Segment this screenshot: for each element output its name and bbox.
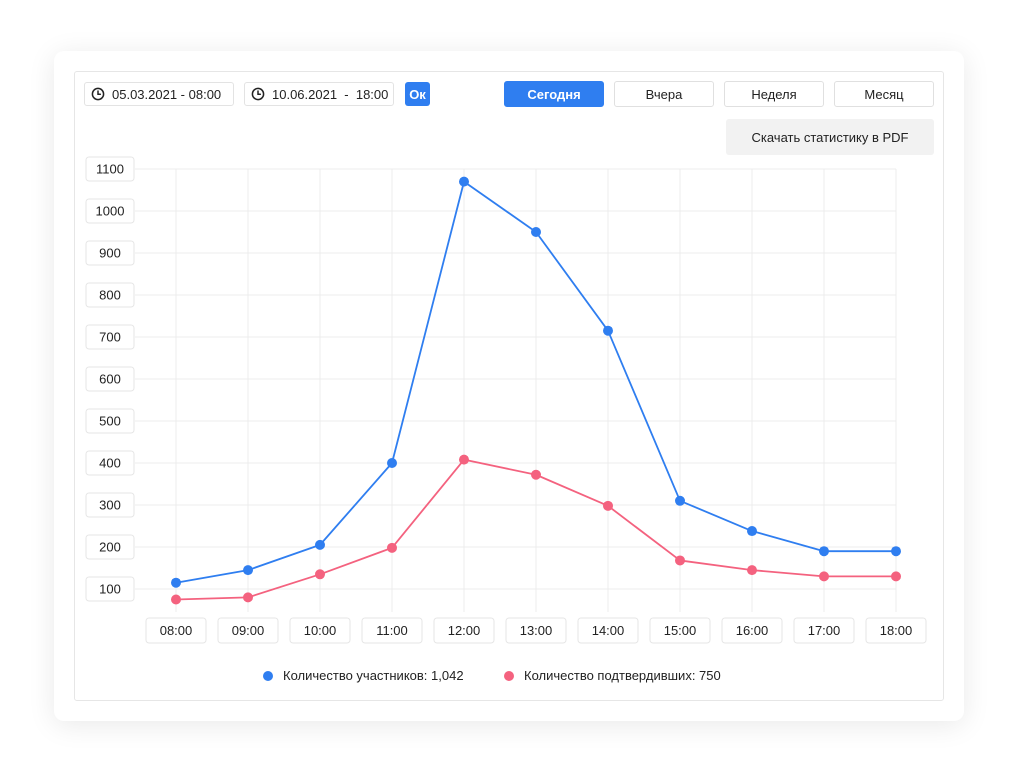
date-from-field[interactable]: 05.03.2021 - 08:00: [84, 82, 234, 106]
y-tick-label: 800: [99, 288, 121, 303]
data-point-participants: [387, 458, 397, 468]
legend-confirmed: Количество подтвердивших: 750: [504, 668, 721, 683]
legend-participants: Количество участников: 1,042: [263, 668, 464, 683]
y-tick-label: 1000: [96, 204, 125, 219]
y-tick-label: 100: [99, 582, 121, 597]
x-tick-label: 10:00: [304, 623, 337, 638]
line-chart: 100 200 300 400 500 600 700 800 900 1000 1100 08:00…: [85, 156, 927, 644]
x-tick-box: [505, 617, 567, 644]
data-point-participants: [747, 526, 757, 537]
y-tick-box: [85, 576, 135, 602]
y-tick-box: [85, 492, 135, 518]
chart-panel: 05.03.2021 - 08:00 10.06.2021 - 18:00 Ок…: [74, 71, 944, 701]
data-point-participants: [531, 227, 541, 237]
x-tick-box: [289, 617, 351, 644]
x-tick-label: 18:00: [880, 623, 913, 638]
clock-icon: [251, 87, 265, 101]
data-point-confirmed: [675, 555, 685, 566]
data-point-participants: [171, 577, 181, 588]
date-from-value: 05.03.2021 - 08:00: [112, 86, 222, 102]
x-tick-label: 15:00: [664, 623, 697, 638]
x-tick-label: 17:00: [808, 623, 841, 638]
data-point-confirmed: [531, 469, 541, 480]
x-tick-label: 13:00: [520, 623, 553, 638]
x-tick-box: [649, 617, 711, 644]
y-tick-box: [85, 450, 135, 476]
x-tick-box: [793, 617, 855, 644]
data-point-confirmed: [387, 542, 397, 553]
x-tick-label: 16:00: [736, 623, 769, 638]
ok-button[interactable]: Ок: [405, 82, 430, 106]
y-tick-label: 400: [99, 456, 121, 471]
x-tick-box: [721, 617, 783, 644]
data-point-participants: [891, 546, 901, 557]
period-yesterday-button[interactable]: Вчера: [614, 81, 714, 107]
data-point-participants: [675, 495, 685, 506]
data-point-confirmed: [891, 571, 901, 582]
x-tick-label: 14:00: [592, 623, 625, 638]
y-tick-box: [85, 324, 135, 350]
legend-participants-swatch: [263, 670, 273, 681]
y-tick-label: 600: [99, 372, 121, 387]
x-tick-label: 08:00: [160, 623, 193, 638]
data-point-participants: [819, 546, 829, 557]
data-point-confirmed: [243, 592, 253, 603]
period-today-button[interactable]: Сегодня: [504, 81, 604, 107]
y-tick-label: 700: [99, 330, 121, 345]
data-point-participants: [315, 539, 325, 550]
x-tick-box: [433, 617, 495, 644]
y-tick-box: [85, 366, 135, 392]
x-tick-box: [865, 617, 927, 644]
y-tick-box: [85, 282, 135, 308]
y-tick-label: 1100: [96, 162, 124, 177]
date-to-value: 10.06.2021 - 18:00: [272, 86, 389, 102]
x-tick-box: [145, 617, 207, 644]
clock-icon: [91, 87, 105, 101]
data-point-confirmed: [459, 454, 469, 465]
data-point-confirmed: [603, 500, 613, 511]
y-tick-label: 900: [99, 246, 121, 261]
legend-confirmed-label: Количество подтвердивших: 750: [524, 668, 721, 683]
x-tick-label: 12:00: [448, 623, 481, 638]
x-tick-box: [217, 617, 279, 644]
date-to-field[interactable]: 10.06.2021 - 18:00: [244, 82, 394, 106]
x-tick-box: [361, 617, 423, 644]
data-point-confirmed: [747, 565, 757, 576]
y-tick-box: [85, 408, 135, 434]
statistics-card: 05.03.2021 - 08:00 10.06.2021 - 18:00 Ок…: [54, 51, 964, 721]
y-tick-box: [85, 240, 135, 266]
y-tick-label: 200: [99, 540, 121, 555]
data-point-participants: [459, 176, 469, 187]
period-week-button[interactable]: Неделя: [724, 81, 824, 107]
x-tick-label: 09:00: [232, 623, 265, 638]
download-pdf-button[interactable]: Скачать статистику в PDF: [726, 119, 934, 155]
data-point-participants: [243, 565, 253, 576]
y-tick-box: [85, 198, 135, 224]
period-month-button[interactable]: Месяц: [834, 81, 934, 107]
data-point-confirmed: [171, 594, 181, 605]
data-point-confirmed: [819, 571, 829, 582]
y-tick-box: [85, 534, 135, 560]
data-point-confirmed: [315, 569, 325, 580]
x-tick-box: [577, 617, 639, 644]
y-tick-label: 300: [99, 498, 121, 513]
y-tick-label: 500: [99, 414, 121, 429]
x-tick-label: 11:00: [376, 623, 408, 638]
y-tick-box: [85, 156, 135, 182]
legend-confirmed-swatch: [504, 670, 514, 681]
data-point-participants: [603, 325, 613, 336]
legend-participants-label: Количество участников: 1,042: [283, 668, 464, 683]
